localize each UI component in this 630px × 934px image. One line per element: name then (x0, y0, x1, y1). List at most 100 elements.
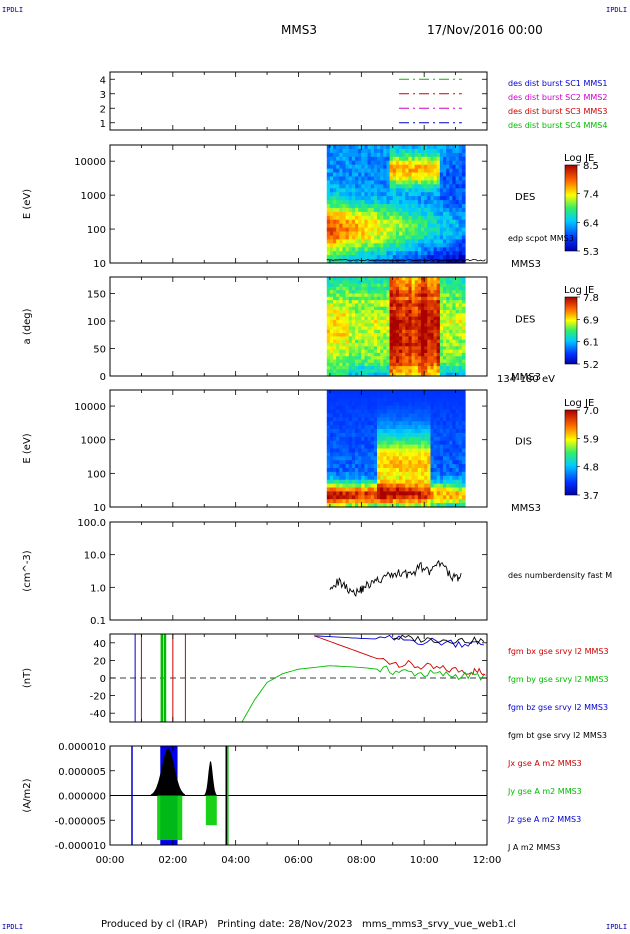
colorbar-tick-label: 6.9 (583, 315, 599, 326)
ytick-label: 100 (87, 317, 106, 328)
instrument-label: DES (515, 315, 535, 326)
colorbar-tick-label: 8.5 (583, 161, 599, 172)
panel-current: Jx gse A m2 MMS3 Jy gse A m2 MMS3 Jz gse A… (22, 742, 582, 852)
ytick-label: 1.0 (90, 583, 106, 594)
ytick-label: -20 (90, 692, 106, 703)
panel-burst: 1 2 3 4 (100, 71, 488, 131)
corner-label-top-right: IPDLI (606, 6, 628, 14)
ytick-label: 10.0 (84, 551, 106, 562)
ylabel: E (eV) (22, 433, 33, 463)
series-scpot (326, 259, 486, 262)
spacecraft-label: MMS3 (511, 372, 541, 383)
footer-credit: Produced by cl (IRAP) Printing date: 28/… (101, 919, 516, 930)
xtick-label: 02:00 (158, 855, 187, 866)
panel-frame (109, 71, 488, 131)
colorbar-tick-label: 5.3 (583, 247, 599, 258)
ytick-label: 1000 (81, 436, 106, 447)
instrument-label: DIS (515, 437, 532, 448)
ytick-label: 0.1 (90, 616, 106, 627)
plot-date: 17/Nov/2016 00:00 (427, 23, 543, 37)
xtick-label: 00:00 (96, 855, 125, 866)
series-label: fgm bx gse srvy l2 MMS3 (508, 647, 609, 656)
ytick-label: 2 (100, 104, 106, 115)
series-fgm-2 (314, 634, 484, 648)
series-fgm-1 (241, 665, 485, 723)
series-fgm-0 (314, 635, 486, 676)
colorbar-tick-label: 7.0 (583, 406, 599, 417)
ylabel: (nT) (22, 668, 33, 688)
colorbar-tick-label: 5.2 (583, 360, 599, 371)
colorbar-tick-label: 6.4 (583, 218, 599, 229)
xtick-label: 06:00 (284, 855, 313, 866)
ytick-label: 10000 (74, 157, 106, 168)
ylabel: a (deg) (22, 308, 33, 344)
colorbar-dis_e (564, 409, 578, 496)
ytick-label: 40 (93, 639, 106, 650)
panel-fgm: fgm bx gse srvy l2 MMS3 fgm by gse srvy l… (22, 633, 609, 740)
colorbar-tick-label: 4.8 (583, 463, 599, 474)
ytick-label: 20 (93, 656, 106, 667)
ytick-label: 100 (87, 469, 106, 480)
series-label: J A m2 MMS3 (507, 843, 560, 852)
panel-density: des numberdensity fast M 0.1 1.0 10.0 100.0 (… (22, 518, 612, 627)
instrument-label: DES (515, 192, 535, 203)
ytick-label: 3 (100, 90, 106, 101)
ytick-label: -0.000010 (55, 841, 106, 852)
xtick-label: 12:00 (473, 855, 502, 866)
colorbar-title: Log JE (564, 285, 594, 296)
ytick-label: -0.000005 (55, 816, 106, 827)
series-fgm-3 (392, 634, 485, 645)
legend-item: des dist burst SC3 MMS3 (508, 107, 607, 116)
area-j-burst-1 (150, 748, 186, 796)
ytick-label: 150 (87, 290, 106, 301)
ytick-label: 50 (93, 345, 106, 356)
xtick-label: 04:00 (221, 855, 250, 866)
series-label: Jz gse A m2 MMS3 (507, 815, 581, 824)
legend-item: des dist burst SC4 MMS4 (508, 121, 607, 130)
extra-label: 134-180 eV (497, 374, 555, 385)
extra-label: edp scpot MMS3 (508, 234, 574, 243)
ylabel: E (eV) (22, 189, 33, 219)
series-density (329, 559, 462, 598)
ytick-label: 0.000005 (58, 767, 106, 778)
ytick-label: 0.000010 (58, 742, 106, 753)
ylabel: (cm^-3) (22, 550, 33, 591)
ytick-label: 10 (93, 259, 106, 270)
corner-label-top-left: IPDLI (2, 6, 24, 14)
area-jy-neg (157, 795, 183, 841)
corner-label-bottom-right: IPDLI (606, 923, 628, 931)
area-jy-neg-2 (205, 795, 217, 826)
colorbar-title: Log JE (564, 398, 594, 409)
colorbar-des_e (564, 164, 578, 252)
series-label: des numberdensity fast M (508, 571, 612, 580)
xtick-label: 10:00 (410, 855, 439, 866)
ytick-label: 1 (100, 119, 106, 130)
colorbar-des_pa (564, 296, 578, 365)
panel-des_e: Log JE8.5 7.4 6.4 5.3 DES MMS3 edp scpot MMS3 1… (22, 144, 599, 270)
ytick-label: 0 (100, 372, 106, 383)
corner-label-bottom-left: IPDLI (2, 923, 24, 931)
spacecraft-label: MMS3 (511, 259, 541, 270)
colorbar-tick-label: 7.8 (583, 293, 599, 304)
colorbar-tick-label: 7.4 (583, 190, 599, 201)
series-label: Jy gse A m2 MMS3 (507, 787, 582, 796)
series-label: fgm bt gse srvy l2 MMS3 (508, 731, 607, 740)
ylabel: (A/m2) (22, 778, 33, 812)
colorbar-tick-label: 6.1 (583, 338, 599, 349)
ytick-label: 10 (93, 503, 106, 514)
series-label: Jx gse A m2 MMS3 (507, 759, 582, 768)
ytick-label: 1000 (81, 191, 106, 202)
legend-item: des dist burst SC2 MMS2 (508, 93, 607, 102)
ytick-label: -40 (90, 709, 106, 720)
ytick-label: 100 (87, 225, 106, 236)
ytick-label: 10000 (74, 402, 106, 413)
legend-item: des dist burst SC1 MMS1 (508, 79, 607, 88)
ytick-label: 4 (100, 75, 106, 86)
ytick-label: 0.000000 (58, 792, 106, 803)
xtick-label: 08:00 (347, 855, 376, 866)
ytick-label: 100.0 (77, 518, 106, 529)
series-label: fgm bz gse srvy l2 MMS3 (508, 703, 608, 712)
area-j-burst-2 (201, 760, 220, 796)
